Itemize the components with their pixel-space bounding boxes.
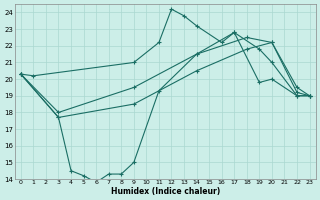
X-axis label: Humidex (Indice chaleur): Humidex (Indice chaleur): [111, 187, 220, 196]
